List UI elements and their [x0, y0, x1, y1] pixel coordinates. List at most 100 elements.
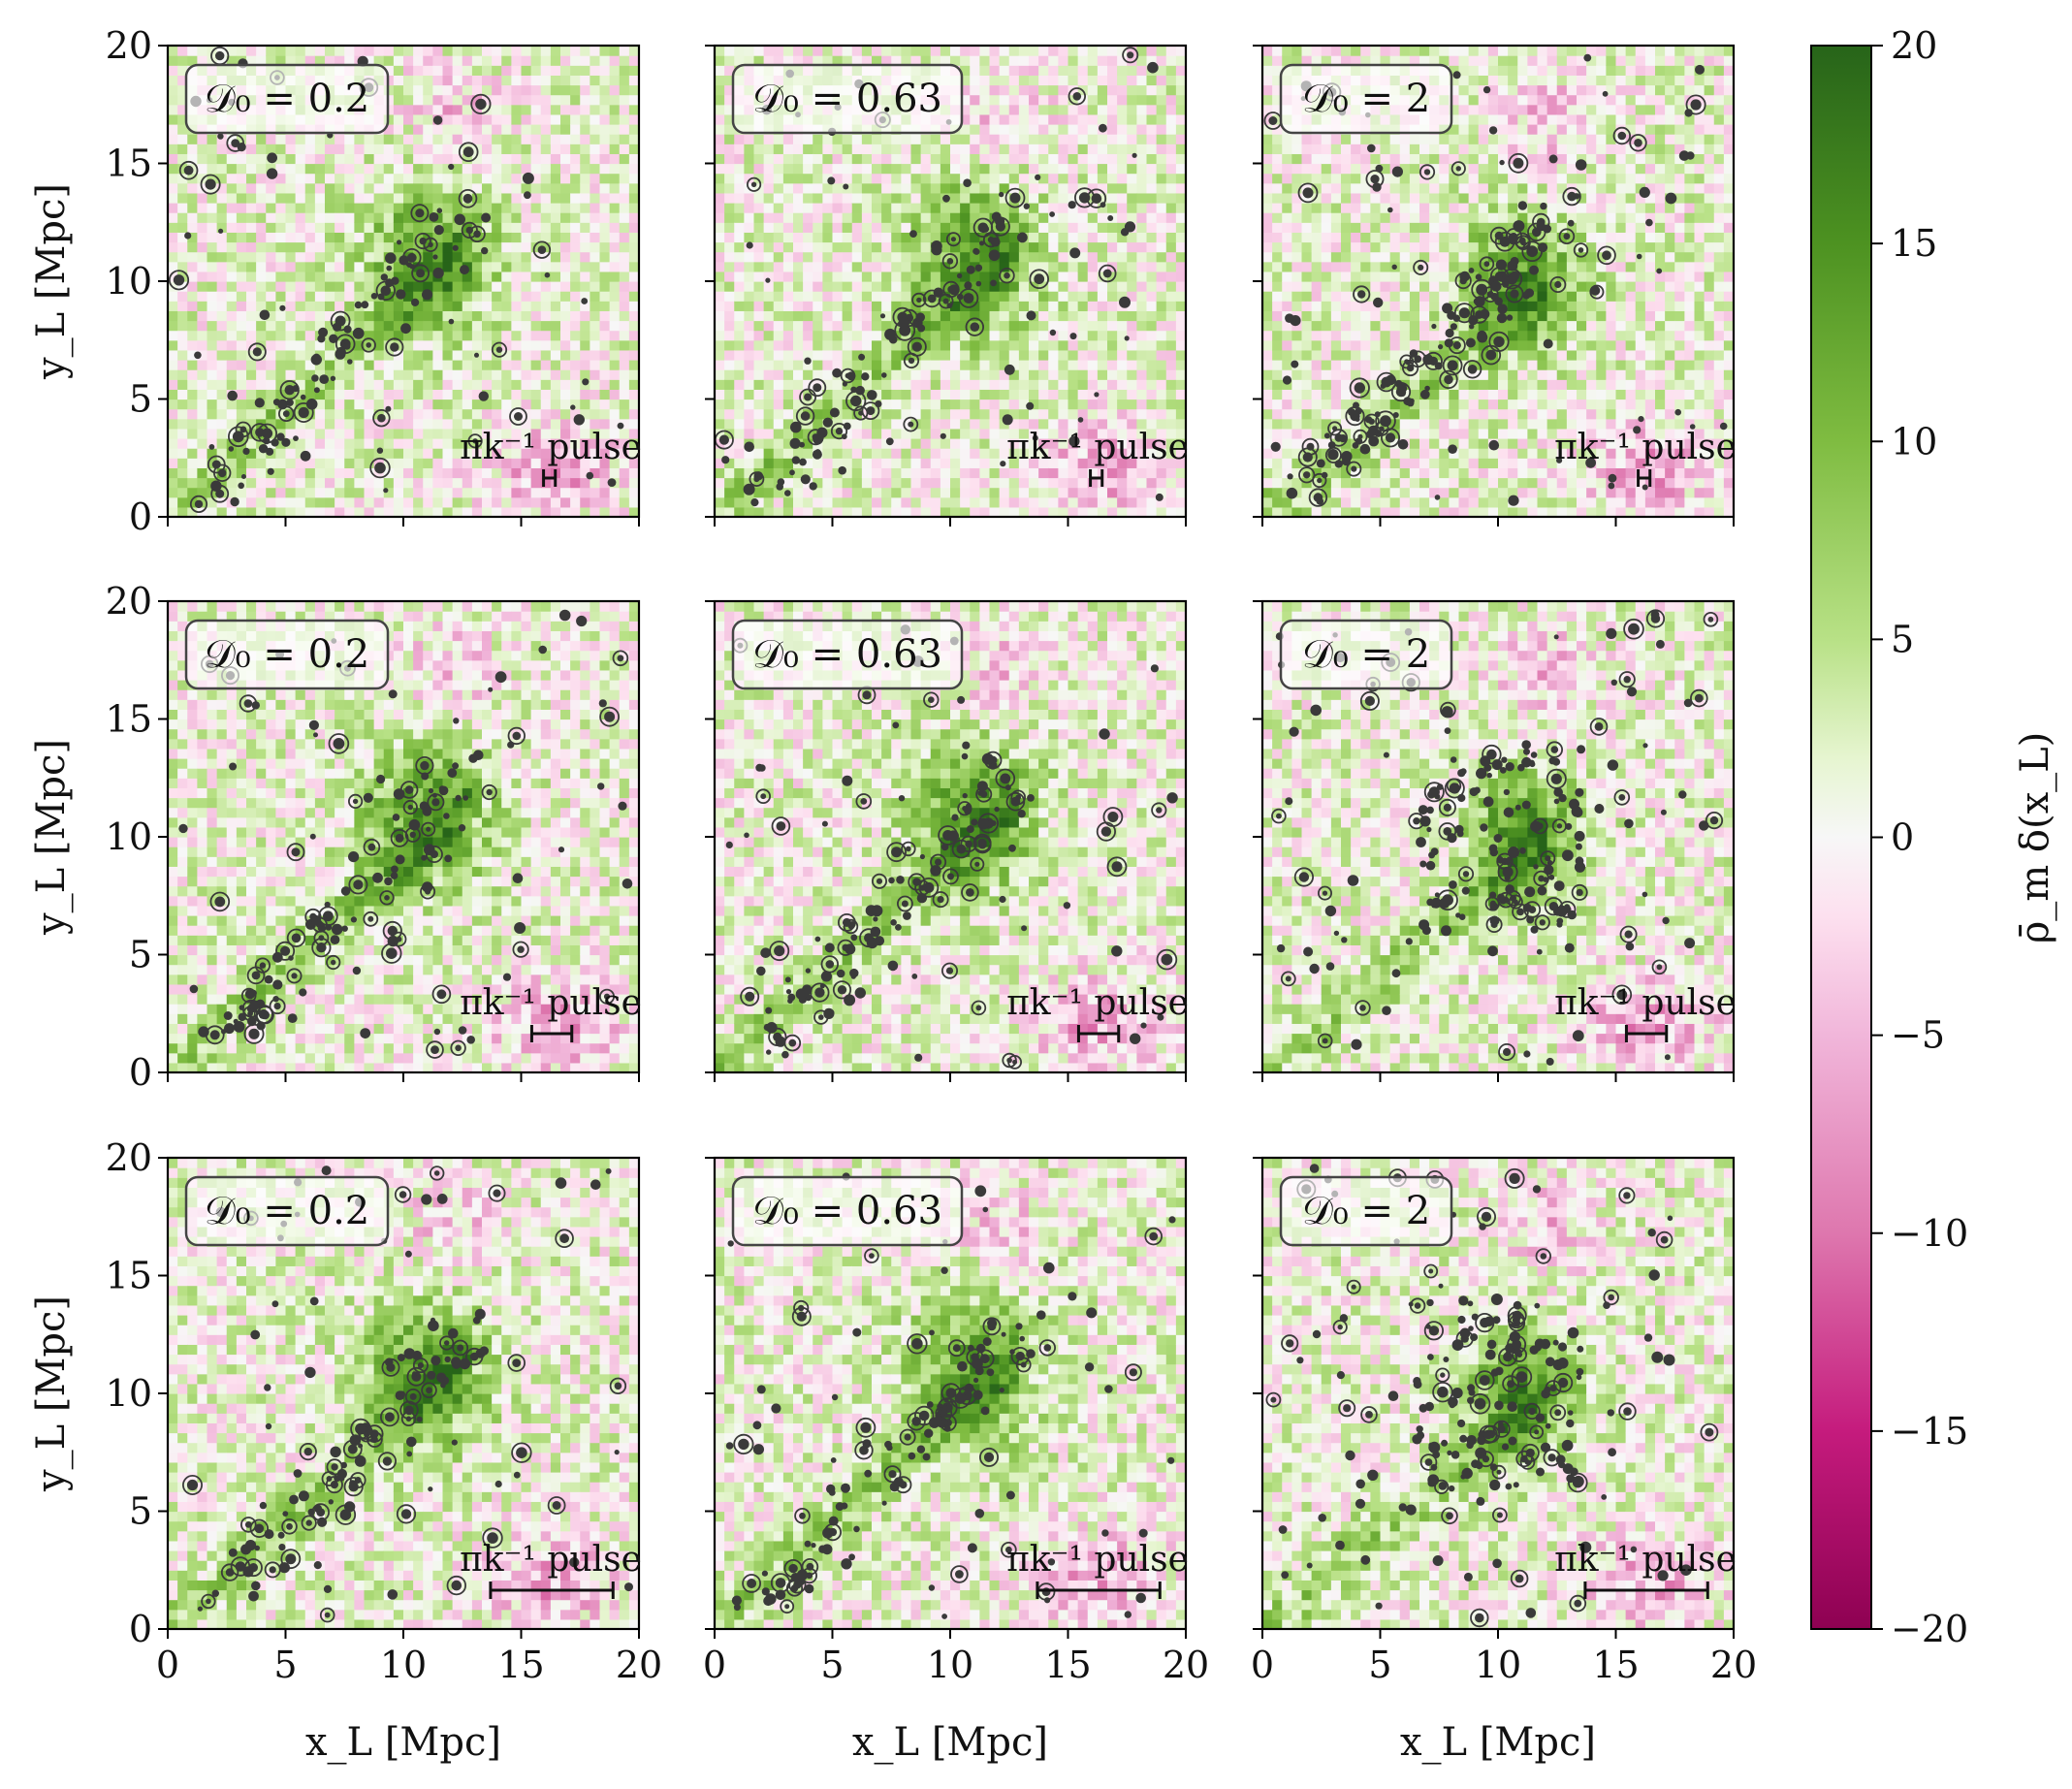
heatmap-cell [590, 242, 600, 253]
heatmap-cell [590, 105, 600, 115]
heatmap-cell [217, 360, 228, 370]
heatmap-cell [286, 46, 297, 56]
heatmap-cell [501, 124, 512, 135]
heatmap-cell [482, 153, 493, 164]
heatmap-cell [590, 331, 600, 341]
heatmap-cell [227, 310, 238, 321]
heatmap-cell [413, 144, 424, 154]
heatmap-cell [501, 232, 512, 242]
heatmap-cell [394, 409, 404, 420]
heatmap-cell [413, 174, 424, 184]
heatmap-cell [492, 321, 502, 332]
heatmap-cell [227, 222, 238, 233]
heatmap-cell [610, 310, 621, 321]
heatmap-cell [472, 488, 483, 498]
heatmap-cell [482, 321, 493, 332]
heatmap-cell [413, 419, 424, 430]
heatmap-cell [551, 291, 561, 302]
heatmap-cell [394, 369, 404, 380]
heatmap-cell [403, 438, 414, 449]
heatmap-cell [344, 212, 355, 223]
heatmap-cell [453, 105, 463, 115]
heatmap-cell [325, 419, 335, 430]
heatmap-cell [325, 242, 335, 253]
heatmap-cell [315, 144, 326, 154]
heatmap-cell [511, 360, 522, 370]
heatmap-cell [335, 379, 345, 390]
heatmap-cell [197, 429, 207, 439]
heatmap-cell [374, 183, 385, 194]
heatmap-cell [168, 438, 178, 449]
heatmap-cell [432, 144, 443, 154]
heatmap-cell [492, 153, 502, 164]
heatmap-cell [492, 310, 502, 321]
heatmap-cell [365, 193, 375, 204]
heatmap-cell [187, 369, 198, 380]
heatmap-cell [472, 124, 483, 135]
heatmap-cell [335, 281, 345, 292]
heatmap-cell [335, 488, 345, 498]
heatmap-cell [511, 183, 522, 194]
heatmap-cell [374, 262, 385, 272]
heatmap-cell [344, 369, 355, 380]
heatmap-cell [335, 438, 345, 449]
heatmap-cell [237, 458, 247, 468]
heatmap-cell [315, 262, 326, 272]
heatmap-cell [432, 379, 443, 390]
heatmap-cell [354, 291, 365, 302]
heatmap-cell [207, 193, 218, 204]
heatmap-cell [482, 350, 493, 361]
heatmap-cell [217, 389, 228, 399]
heatmap-cell [168, 114, 178, 125]
heatmap-cell [462, 114, 473, 125]
heatmap-cell [580, 350, 590, 361]
heatmap-cell [610, 183, 621, 194]
heatmap-cell [365, 478, 375, 489]
heatmap-cell [394, 46, 404, 56]
heatmap-cell [541, 222, 552, 233]
heatmap-cell [354, 134, 365, 144]
heatmap-cell [541, 134, 552, 144]
heatmap-cell [168, 321, 178, 332]
heatmap-cell [217, 252, 228, 263]
heatmap-cell [168, 95, 178, 106]
heatmap-cell [560, 262, 571, 272]
heatmap-cell [246, 458, 257, 468]
heatmap-cell [365, 389, 375, 399]
heatmap-cell [590, 360, 600, 370]
heatmap-cell [394, 164, 404, 175]
heatmap-cell [335, 174, 345, 184]
heatmap-cell [423, 497, 433, 508]
heatmap-cell [237, 340, 247, 351]
heatmap-cell [511, 95, 522, 106]
heatmap-cell [197, 232, 207, 242]
heatmap-cell [237, 389, 247, 399]
heatmap-cell [413, 105, 424, 115]
heatmap-cell [197, 153, 207, 164]
heatmap-cell [492, 55, 502, 66]
heatmap-cell [237, 321, 247, 332]
heatmap-cell [453, 379, 463, 390]
heatmap-cell [453, 478, 463, 489]
heatmap-cell [590, 75, 600, 85]
heatmap-cell [423, 369, 433, 380]
heatmap-cell [610, 203, 621, 213]
heatmap-cell [286, 164, 297, 175]
heatmap-cell [413, 46, 424, 56]
heatmap-cell [187, 429, 198, 439]
heatmap-cell [403, 95, 414, 106]
heatmap-cell [168, 448, 178, 459]
heatmap-cell [168, 232, 178, 242]
heatmap-cell [492, 252, 502, 263]
heatmap-cell [472, 272, 483, 282]
heatmap-cell [394, 389, 404, 399]
heatmap-cell [600, 242, 611, 253]
heatmap-cell [600, 46, 611, 56]
heatmap-cell [217, 242, 228, 253]
heatmap-cell [620, 291, 630, 302]
heatmap-cell [462, 301, 473, 311]
heatmap-cell [256, 153, 267, 164]
heatmap-cell [551, 252, 561, 263]
heatmap-cell [296, 360, 306, 370]
heatmap-cell [237, 212, 247, 223]
